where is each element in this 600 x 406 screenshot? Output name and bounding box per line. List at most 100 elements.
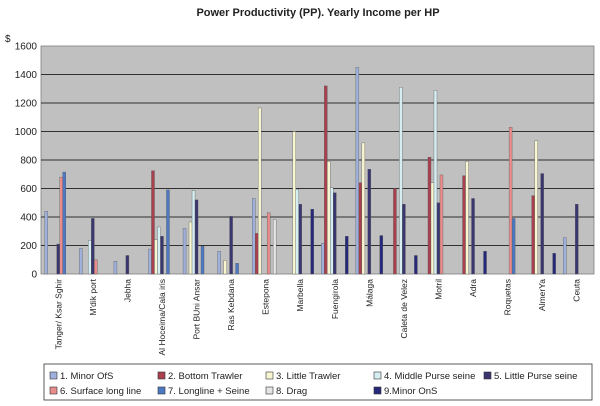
category-label: Al Hoceima/Cala iris	[157, 279, 167, 356]
bar	[345, 236, 349, 275]
bar	[113, 261, 118, 275]
bar	[194, 199, 199, 275]
legend-swatch	[157, 371, 166, 380]
legend-label: 9.Minor OnS	[384, 386, 437, 397]
bar	[471, 198, 475, 275]
bar	[427, 156, 432, 275]
bar	[94, 259, 98, 275]
bar	[361, 142, 366, 275]
bar	[79, 248, 83, 275]
bar	[188, 221, 193, 275]
y-tick-labels: 0 200 400 600 800 1000 1200 1400 1600	[15, 42, 38, 281]
y-tick-label: 1600	[15, 42, 38, 53]
bar	[465, 161, 469, 275]
legend-swatch	[483, 371, 492, 380]
bar	[59, 176, 63, 275]
legend-label: 8. Drag	[276, 386, 307, 397]
bar	[91, 218, 95, 275]
legend-label: 4. Middle Purse seine	[384, 371, 475, 382]
bar	[252, 198, 256, 275]
bar	[310, 208, 314, 275]
category-label: Motril	[433, 279, 443, 300]
category-labels: Tanger/ Ksar Sghir M'dik port Jebha Al Hoce…	[53, 278, 581, 355]
bar	[540, 173, 544, 275]
grid-lines	[41, 74, 594, 246]
category-label: Tanger/ Ksar Sghir	[53, 279, 63, 350]
bar	[534, 140, 538, 275]
legend-swatch	[265, 371, 274, 380]
bar	[217, 251, 221, 275]
bar	[531, 195, 535, 275]
bar	[330, 187, 334, 275]
bar	[439, 174, 444, 275]
bar	[191, 190, 196, 275]
legend-label: 1. Minor OfS	[60, 371, 113, 382]
bar	[154, 239, 158, 275]
bar	[151, 170, 155, 275]
y-tick-label: 800	[20, 156, 37, 167]
bar	[511, 218, 516, 275]
bar	[157, 226, 161, 275]
category-label: Caleta de Velez	[399, 279, 409, 339]
bar	[229, 216, 233, 275]
bar	[223, 260, 227, 275]
bar	[355, 67, 360, 275]
bar	[254, 233, 259, 275]
bar	[327, 161, 331, 275]
y-tick-label: 1200	[15, 99, 38, 110]
category-label: Adra	[468, 279, 478, 297]
bar	[552, 253, 556, 275]
legend-swatch	[373, 371, 382, 380]
bar	[88, 240, 92, 275]
bar	[44, 211, 48, 275]
bar	[575, 204, 579, 275]
bars	[44, 67, 579, 275]
bar	[160, 236, 164, 275]
legend: 1. Minor OfS 2. Bottom Trawler 3. Little T…	[49, 371, 577, 397]
bar	[324, 85, 328, 275]
y-tick-label: 400	[20, 213, 37, 224]
legend-label: 7. Longline + Seine	[168, 386, 250, 397]
bar	[436, 202, 441, 275]
category-label: M'dik port	[88, 278, 98, 315]
bar	[266, 212, 271, 275]
y-tick-label: 0	[31, 270, 37, 281]
bar	[321, 243, 325, 275]
bar	[292, 131, 296, 275]
category-label: Fuengirola	[330, 279, 340, 319]
y-tick-label: 200	[20, 241, 37, 252]
legend-label: 5. Little Purse seine	[494, 371, 577, 382]
y-axis-unit-label: $	[5, 34, 11, 45]
category-label: Estepona	[261, 279, 271, 315]
bar	[272, 219, 277, 275]
legend-swatch	[157, 386, 166, 395]
category-label: Ceuta	[572, 279, 582, 302]
bar	[125, 255, 130, 275]
bar	[508, 127, 513, 275]
bar	[379, 235, 384, 275]
category-label: Marbella	[295, 279, 305, 312]
legend-swatch	[265, 386, 274, 395]
bar	[433, 89, 438, 275]
category-label: AlmerYa	[537, 279, 547, 311]
bar	[393, 188, 397, 275]
y-tick-label: 1000	[15, 127, 38, 138]
bar	[399, 87, 403, 275]
bar	[462, 175, 466, 275]
legend-swatch	[49, 386, 58, 395]
bar	[56, 243, 60, 275]
bar	[430, 182, 435, 275]
bar	[166, 189, 170, 275]
bar	[358, 182, 363, 275]
legend-swatch	[49, 371, 58, 380]
y-tick-label: 600	[20, 184, 37, 195]
bar	[483, 251, 487, 275]
legend-box	[43, 363, 593, 401]
category-label: Ras Kebdana	[226, 279, 236, 331]
y-tick-label: 1400	[15, 70, 38, 81]
bar	[257, 107, 262, 275]
bar	[298, 204, 302, 275]
category-label: Roquetas	[503, 279, 513, 315]
bar	[402, 204, 406, 275]
